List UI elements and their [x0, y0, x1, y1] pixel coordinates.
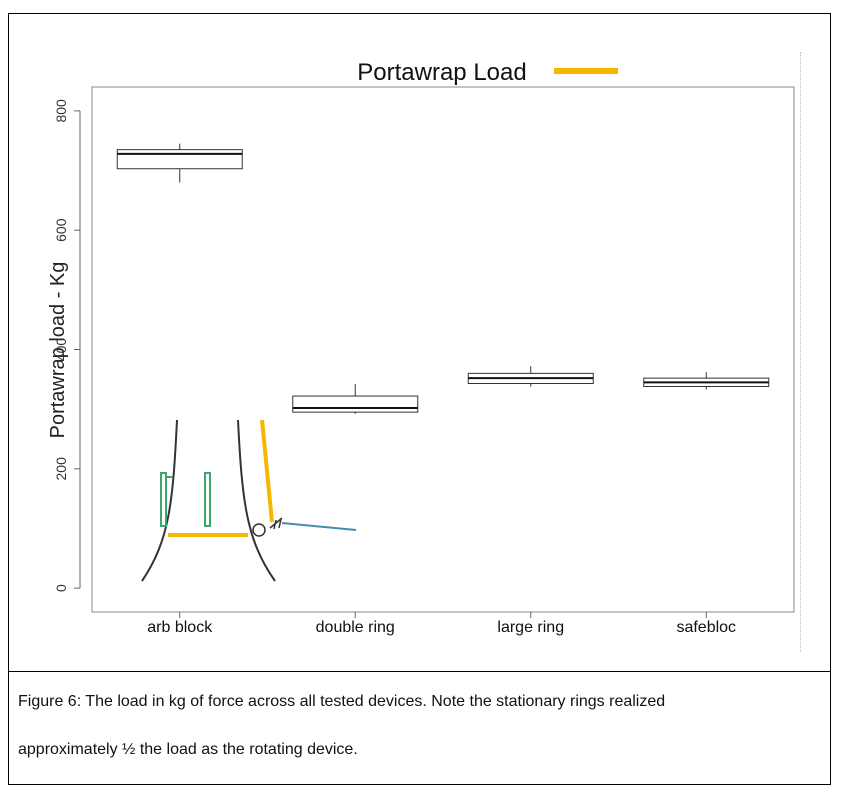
dotted-guide — [800, 52, 801, 652]
x-tick-label: large ring — [497, 619, 564, 636]
box-double-ring — [292, 384, 419, 414]
y-tick-label: 200 — [53, 457, 69, 481]
y-axis-label: Portawrap load - Kg — [47, 262, 69, 439]
caption-divider — [8, 671, 831, 672]
y-tick-label: 600 — [53, 218, 69, 242]
y-axis: 0 200 400 600 800 — [53, 99, 81, 592]
box-large-ring — [467, 366, 594, 387]
caption-line-2: approximately ½ the load as the rotating… — [18, 741, 358, 758]
box-arb-block — [116, 143, 243, 183]
sketch-circle — [252, 523, 266, 537]
sketch-green-bar-left — [160, 472, 167, 527]
box-body — [292, 395, 419, 413]
y-tick-label: 0 — [53, 584, 69, 592]
sketch-left-curve — [141, 419, 178, 582]
figure-frame — [8, 13, 831, 785]
device-sketch — [141, 419, 357, 582]
x-axis-labels: arb block double ring large ring safebloc — [147, 612, 736, 636]
box-body — [116, 149, 243, 170]
figure-caption: Figure 6: The load in kg of force across… — [18, 690, 798, 786]
sketch-right-curve — [237, 419, 276, 582]
y-tick-label: 800 — [53, 99, 69, 123]
sketch-clip — [269, 517, 283, 530]
y-tick-label: 400 — [53, 338, 69, 362]
box-safebloc — [643, 372, 770, 390]
boxplot-chart: Portawrap Load Portawrap load - Kg 0 200 4… — [47, 59, 795, 636]
x-tick-label: safebloc — [676, 619, 736, 636]
sketch-green-bar-right — [204, 472, 211, 527]
plot-area — [91, 86, 795, 613]
caption-line-1: Figure 6: The load in kg of force across… — [18, 693, 666, 710]
chart-title: Portawrap Load — [357, 59, 526, 86]
boxes — [116, 143, 770, 414]
sketch-yellow-line — [260, 419, 274, 523]
x-tick-label: double ring — [316, 619, 395, 636]
sketch-blue-line — [281, 522, 357, 531]
x-tick-label: arb block — [147, 619, 213, 636]
